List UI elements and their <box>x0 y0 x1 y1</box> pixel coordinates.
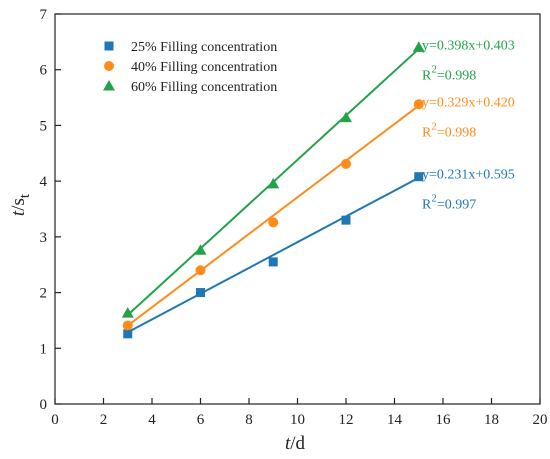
r-squared-superscript: 2 <box>431 120 437 132</box>
x-axis-label-unit: /d <box>290 433 305 454</box>
data-point-circle <box>268 217 279 228</box>
legend-marker-square <box>104 41 114 51</box>
x-tick-label: 16 <box>436 412 452 428</box>
r-squared-superscript: 2 <box>431 193 437 205</box>
equations-group: y=0.231x+0.595R2=0.997y=0.329x+0.420R2=0… <box>422 38 515 212</box>
x-axis-label-variable: t <box>285 433 291 454</box>
legend-label: 25% Filling concentration <box>131 40 277 55</box>
data-point-triangle <box>412 41 425 52</box>
legend: 25% Filling concentration 40% Filling con… <box>103 40 277 95</box>
y-axis-label-variable: t <box>8 210 29 216</box>
data-point-triangle <box>194 244 207 255</box>
r-squared-superscript: 2 <box>431 63 437 75</box>
legend-marker-triangle <box>103 80 115 91</box>
data-point-circle <box>341 158 351 169</box>
x-tick-label: 0 <box>51 412 59 428</box>
data-point-triangle <box>267 177 280 189</box>
data-point-square <box>123 329 133 339</box>
data-point-square <box>268 257 278 267</box>
x-tick-label: 20 <box>533 412 548 428</box>
data-point-circle <box>122 320 133 331</box>
y-tick-label: 1 <box>40 341 48 357</box>
y-axis-label-subscript: t <box>17 193 33 198</box>
r-squared-prefix: R <box>422 198 432 213</box>
r-squared-value: =0.998 <box>437 125 476 140</box>
y-axis-label-slash: /s <box>8 198 29 211</box>
y-tick-label: 2 <box>40 286 48 302</box>
y-tick-label: 3 <box>40 230 48 246</box>
data-point-square <box>196 288 205 298</box>
x-tick-label: 2 <box>100 412 108 428</box>
r-squared-label: R2=0.998 <box>422 120 476 140</box>
x-tick-label: 6 <box>197 412 205 428</box>
data-point-square <box>341 215 351 225</box>
x-tick-label: 10 <box>290 412 305 428</box>
x-axis-label: t/d <box>285 433 306 454</box>
legend-marker-circle <box>104 61 114 71</box>
r-squared-prefix: R <box>422 125 432 140</box>
data-point-triangle <box>340 111 352 123</box>
legend-label: 60% Filling concentration <box>131 80 277 95</box>
fit-line-square <box>127 176 420 334</box>
x-tick-label: 8 <box>245 412 253 428</box>
r-squared-label: R2=0.997 <box>422 193 476 213</box>
x-tick-label: 4 <box>148 412 156 428</box>
data-points-group <box>121 41 425 339</box>
r-squared-value: =0.997 <box>437 198 476 213</box>
r-squared-label: R2=0.998 <box>422 63 476 83</box>
x-tick-label: 14 <box>387 412 403 428</box>
r-squared-prefix: R <box>422 68 432 83</box>
y-axis-label: t/st <box>8 193 33 216</box>
y-tick-label: 5 <box>40 118 48 134</box>
x-tick-label: 12 <box>339 412 354 428</box>
legend-label: 40% Filling concentration <box>131 60 277 75</box>
x-tick-label: 18 <box>484 412 499 428</box>
y-tick-label: 6 <box>40 63 48 79</box>
data-point-circle <box>195 265 206 276</box>
fit-equation: y=0.398x+0.403 <box>422 38 515 53</box>
data-point-square <box>414 172 424 182</box>
fit-equation: y=0.231x+0.595 <box>422 168 515 183</box>
r-squared-value: =0.998 <box>437 68 476 83</box>
fit-equation: y=0.329x+0.420 <box>422 95 515 110</box>
data-point-circle <box>413 99 424 110</box>
y-tick-label: 4 <box>40 174 48 190</box>
data-point-triangle <box>121 307 134 318</box>
fit-line-circle <box>127 104 420 327</box>
y-tick-label: 0 <box>40 397 48 413</box>
y-tick-label: 7 <box>40 7 48 23</box>
